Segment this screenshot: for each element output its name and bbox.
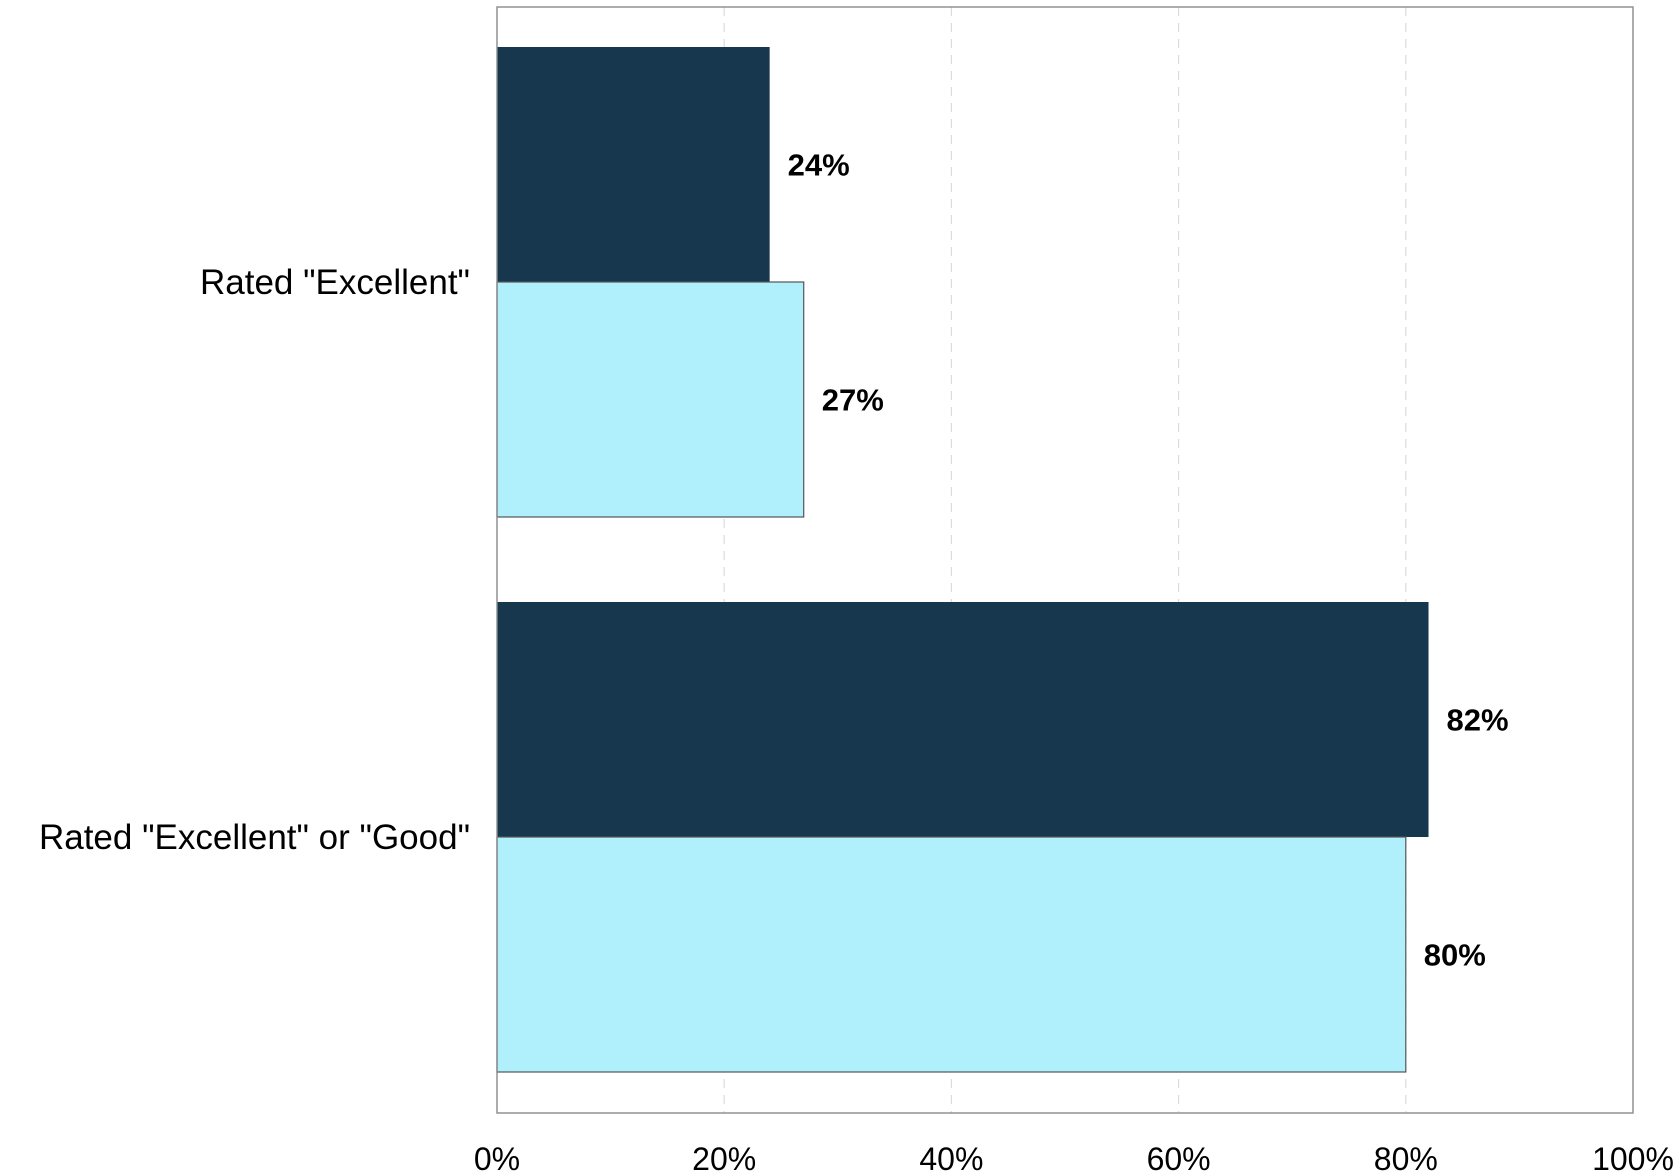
x-tick-label-20: 20% (692, 1141, 756, 1174)
bar-2-series-1 (497, 602, 1429, 837)
x-tick-label-60: 60% (1147, 1141, 1211, 1174)
plot-frame (496, 6, 1634, 1114)
category-label-2: Rated "Excellent" or "Good" (39, 818, 470, 857)
plot-border (496, 6, 1634, 1114)
x-tick-label-80: 80% (1374, 1141, 1438, 1174)
x-tick-label-100: 100% (1592, 1141, 1674, 1174)
bar-1-series-2 (496, 281, 805, 518)
data-label-2-series-2: 80% (1424, 938, 1486, 973)
data-labels: 24% 27% 82% 80% (788, 148, 1509, 973)
bar-2-series-2 (496, 836, 1407, 1073)
bar-1-series-1 (497, 47, 770, 282)
x-tick-label-40: 40% (919, 1141, 983, 1174)
data-label-1-series-2: 27% (822, 383, 884, 418)
data-label-1-series-1: 24% (788, 148, 850, 183)
x-tick-label-0: 0% (474, 1141, 520, 1174)
category-label-1: Rated "Excellent" (200, 263, 470, 302)
data-label-2-series-1: 82% (1447, 703, 1509, 738)
bars (496, 47, 1429, 1073)
axes: Rated "Excellent" Rated "Excellent" or "G… (39, 263, 1674, 1174)
